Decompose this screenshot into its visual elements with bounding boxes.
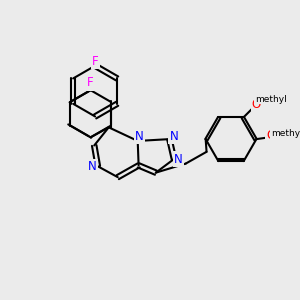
Text: N: N bbox=[88, 160, 97, 173]
Text: F: F bbox=[92, 55, 98, 68]
Text: O: O bbox=[266, 129, 275, 142]
Text: N: N bbox=[135, 130, 144, 143]
Text: N: N bbox=[169, 130, 178, 143]
Text: methyl: methyl bbox=[255, 94, 287, 103]
Text: N: N bbox=[174, 153, 183, 166]
Text: O: O bbox=[252, 98, 261, 111]
Text: methyl: methyl bbox=[271, 129, 300, 138]
Text: F: F bbox=[87, 76, 94, 89]
